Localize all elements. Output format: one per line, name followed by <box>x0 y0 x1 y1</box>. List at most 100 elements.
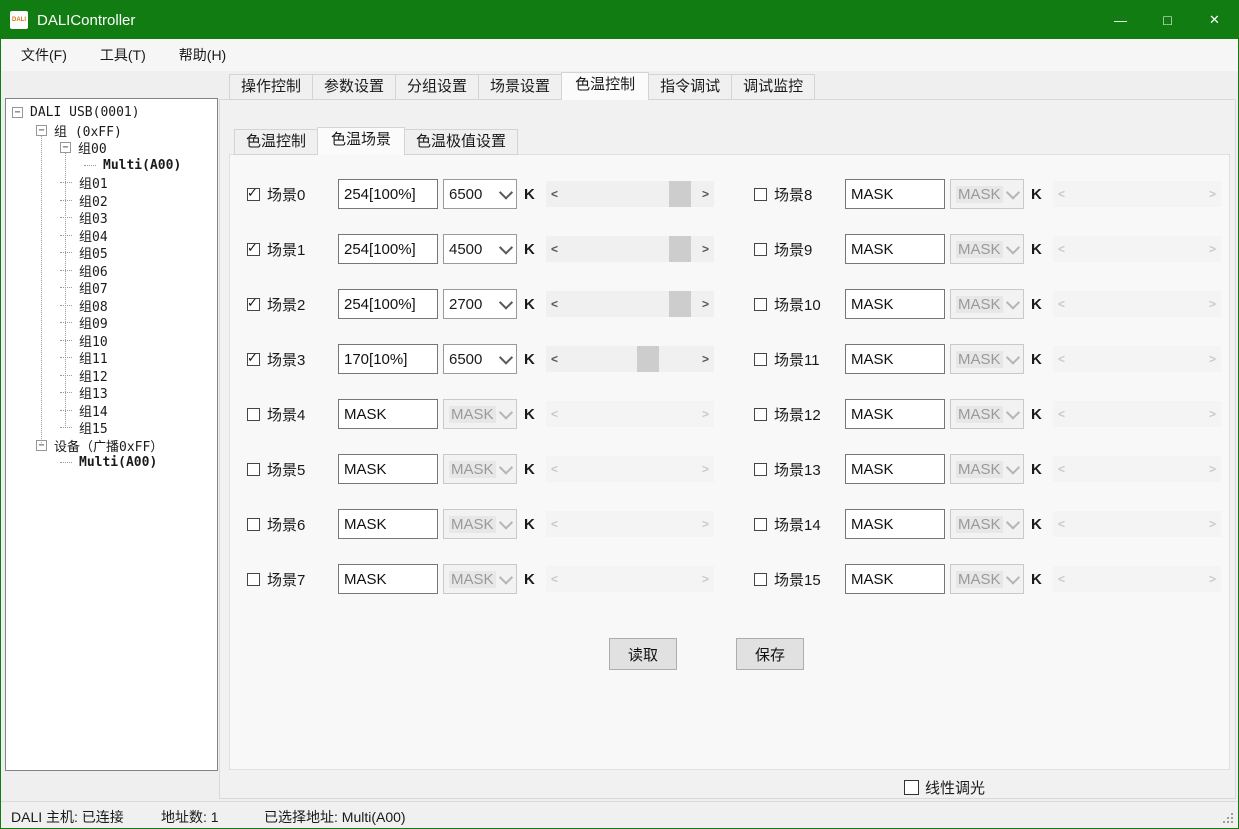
maximize-button[interactable]: □ <box>1144 1 1191 39</box>
color-temp-scrollbar[interactable]: < > <box>546 236 714 262</box>
tree-item[interactable]: 组05 <box>6 244 217 262</box>
color-temp-scrollbar[interactable]: < > <box>546 181 714 207</box>
tree-item[interactable]: − 设备（广播0xFF） <box>6 437 217 455</box>
scene-checkbox[interactable] <box>247 407 260 421</box>
tree-item[interactable]: 组15 <box>6 419 217 437</box>
brightness-input[interactable] <box>338 179 438 209</box>
scroll-right-icon[interactable]: > <box>701 297 709 311</box>
resize-grip[interactable] <box>1231 821 1233 823</box>
brightness-input[interactable] <box>338 289 438 319</box>
menu-item-3[interactable]: 帮助(H) <box>167 41 238 69</box>
tree-item[interactable]: 组04 <box>6 227 217 245</box>
menu-item-1[interactable]: 文件(F) <box>9 41 79 69</box>
status-selected-address: 已选择地址: Multi(A00) <box>264 809 406 825</box>
scene-checkbox[interactable]: ✓ <box>247 350 260 366</box>
main-tab-5[interactable]: 色温控制 <box>561 72 650 100</box>
main-tab-3[interactable]: 分组设置 <box>395 74 480 100</box>
scroll-left-icon[interactable]: < <box>550 352 558 366</box>
tree-item[interactable]: − DALI USB(0001) <box>6 104 217 122</box>
scrollbar-thumb[interactable] <box>669 236 692 262</box>
scene-checkbox[interactable] <box>754 242 767 256</box>
scroll-right-icon[interactable]: > <box>701 187 709 201</box>
kelvin-unit-label: K <box>524 240 535 258</box>
tree-item[interactable]: 组03 <box>6 209 217 227</box>
tree-item[interactable]: 组10 <box>6 332 217 350</box>
brightness-input[interactable] <box>338 399 438 429</box>
tree-expander-icon[interactable]: − <box>60 142 71 154</box>
read-button[interactable]: 读取 <box>609 638 677 670</box>
scene-checkbox[interactable] <box>754 352 767 366</box>
tree-item[interactable]: 组01 <box>6 174 217 192</box>
brightness-input[interactable] <box>338 509 438 539</box>
brightness-input[interactable] <box>845 234 945 264</box>
color-temp-combobox[interactable]: 4500 <box>443 234 517 264</box>
menu-item-2[interactable]: 工具(T) <box>88 41 158 69</box>
tree-connector-line <box>60 409 72 411</box>
brightness-input[interactable] <box>845 509 945 539</box>
tree-item[interactable]: 组09 <box>6 314 217 332</box>
scene-checkbox[interactable] <box>754 187 767 201</box>
brightness-input[interactable] <box>845 399 945 429</box>
brightness-input[interactable] <box>845 564 945 594</box>
scene-checkbox[interactable] <box>247 517 260 531</box>
tree-item[interactable]: − 组00 <box>6 139 217 157</box>
color-temp-combobox[interactable]: 6500 <box>443 344 517 374</box>
tree-item[interactable]: 组12 <box>6 367 217 385</box>
brightness-input[interactable] <box>338 454 438 484</box>
tree-item[interactable]: Multi(A00) <box>6 454 217 472</box>
main-tab-1[interactable]: 操作控制 <box>229 74 314 100</box>
scene-checkbox[interactable] <box>247 462 260 476</box>
scroll-left-icon[interactable]: < <box>550 297 558 311</box>
color-temp-combobox[interactable]: 6500 <box>443 179 517 209</box>
scene-checkbox[interactable] <box>754 407 767 421</box>
main-tab-6[interactable]: 指令调试 <box>648 74 733 100</box>
brightness-input[interactable] <box>845 454 945 484</box>
brightness-input[interactable] <box>338 344 438 374</box>
main-tab-4[interactable]: 场景设置 <box>478 74 563 100</box>
brightness-input[interactable] <box>845 344 945 374</box>
color-temp-scrollbar[interactable]: < > <box>546 291 714 317</box>
scene-checkbox[interactable] <box>754 297 767 311</box>
tree-item[interactable]: 组14 <box>6 402 217 420</box>
tree-item[interactable]: − 组 (0xFF) <box>6 122 217 140</box>
scene-checkbox[interactable]: ✓ <box>247 240 260 256</box>
scrollbar-thumb[interactable] <box>636 346 659 372</box>
tree-expander-icon[interactable]: − <box>12 107 23 119</box>
close-button[interactable]: ✕ <box>1191 1 1238 39</box>
brightness-input[interactable] <box>845 179 945 209</box>
scroll-right-icon[interactable]: > <box>701 242 709 256</box>
main-tab-7[interactable]: 调试监控 <box>731 74 816 100</box>
linear-dimming-checkbox[interactable] <box>904 780 919 795</box>
tree-expander-icon[interactable]: − <box>36 124 47 136</box>
scene-checkbox[interactable]: ✓ <box>247 185 260 201</box>
scroll-left-icon[interactable]: < <box>550 187 558 201</box>
scene-label: 场景4 <box>267 406 306 424</box>
scrollbar-thumb[interactable] <box>669 291 692 317</box>
save-button[interactable]: 保存 <box>736 638 804 670</box>
tree-item[interactable]: Multi(A00) <box>6 157 217 175</box>
scene-checkbox[interactable]: ✓ <box>247 295 260 311</box>
tree-item[interactable]: 组11 <box>6 349 217 367</box>
scene-checkbox[interactable] <box>247 572 260 586</box>
scene-checkbox[interactable] <box>754 517 767 531</box>
color-temp-scrollbar[interactable]: < > <box>546 346 714 372</box>
scroll-right-icon[interactable]: > <box>701 352 709 366</box>
scene-checkbox[interactable] <box>754 462 767 476</box>
tree-item[interactable]: 组07 <box>6 279 217 297</box>
brightness-input[interactable] <box>845 289 945 319</box>
sub-tab-3[interactable]: 色温极值设置 <box>404 129 519 155</box>
scrollbar-thumb[interactable] <box>669 181 692 207</box>
brightness-input[interactable] <box>338 564 438 594</box>
tree-item[interactable]: 组02 <box>6 192 217 210</box>
sub-tab-1[interactable]: 色温控制 <box>234 129 319 155</box>
sub-tab-2[interactable]: 色温场景 <box>317 127 406 155</box>
minimize-button[interactable]: — <box>1097 1 1144 39</box>
main-tab-2[interactable]: 参数设置 <box>312 74 397 100</box>
scroll-left-icon[interactable]: < <box>550 242 558 256</box>
tree-item[interactable]: 组13 <box>6 384 217 402</box>
brightness-input[interactable] <box>338 234 438 264</box>
color-temp-combobox[interactable]: 2700 <box>443 289 517 319</box>
tree-item[interactable]: 组08 <box>6 297 217 315</box>
scene-checkbox[interactable] <box>754 572 767 586</box>
tree-item[interactable]: 组06 <box>6 262 217 280</box>
